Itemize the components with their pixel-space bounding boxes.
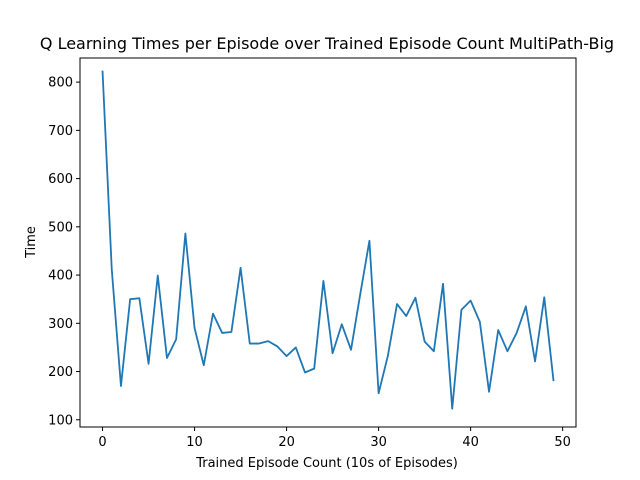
- plot-frame: [79, 57, 577, 428]
- y-axis-label: Time: [24, 226, 39, 259]
- x-tick-label: 50: [554, 435, 571, 450]
- series-line-0: [101, 70, 555, 410]
- x-tick-label: 10: [186, 435, 203, 450]
- y-tick-label: 100: [48, 413, 73, 428]
- y-tick-label: 700: [48, 124, 73, 139]
- y-tick-label: 200: [48, 365, 73, 380]
- x-tick-label: 20: [278, 435, 295, 450]
- y-tick-label: 800: [48, 76, 73, 91]
- y-tick-label: 300: [48, 317, 73, 332]
- x-axis-label: Trained Episode Count (10s of Episodes): [195, 456, 458, 471]
- plot-area: 0 10 20 30 40 50 100 200 300 400 500 600 700 800: [48, 57, 577, 450]
- y-tick-label: 500: [48, 220, 73, 235]
- y-tick-label: 400: [48, 269, 73, 284]
- chart-title: Q Learning Times per Episode over Traine…: [40, 34, 614, 53]
- x-tick-label: 30: [370, 435, 387, 450]
- x-tick-label: 0: [98, 435, 106, 450]
- x-tick-label: 40: [462, 435, 479, 450]
- y-tick-label: 600: [48, 172, 73, 187]
